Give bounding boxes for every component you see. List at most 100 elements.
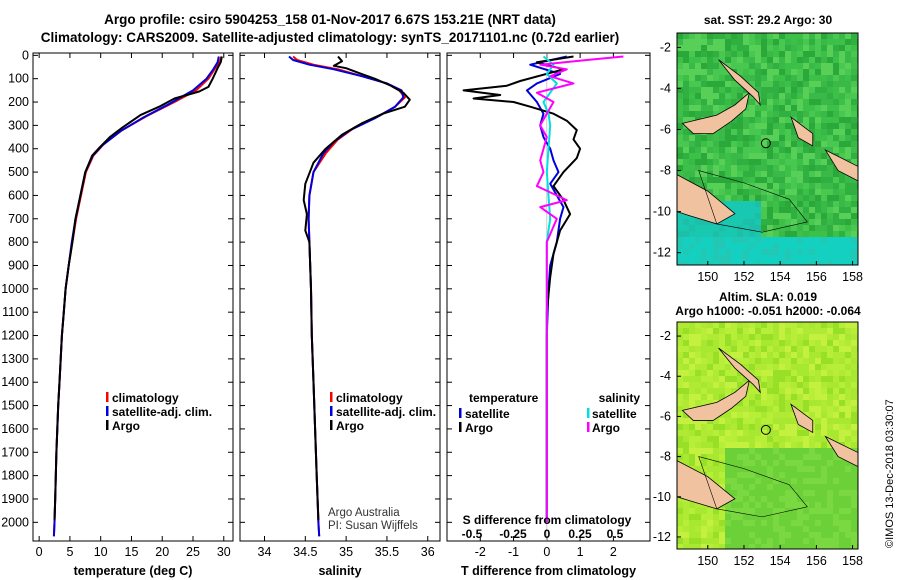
map-cell bbox=[827, 231, 833, 237]
map-cell bbox=[755, 213, 761, 219]
map-cell bbox=[773, 544, 779, 549]
map-cell bbox=[791, 412, 797, 418]
map-cell bbox=[689, 171, 695, 177]
map-cell bbox=[833, 39, 839, 45]
map-cell bbox=[827, 159, 833, 165]
map-cell bbox=[785, 219, 791, 225]
map-cell bbox=[815, 123, 821, 129]
map-cell bbox=[749, 237, 755, 243]
map-cell bbox=[791, 231, 797, 237]
map-cell bbox=[731, 376, 737, 382]
map-cell bbox=[683, 442, 689, 448]
map-cell bbox=[803, 153, 809, 159]
map-cell bbox=[695, 99, 701, 105]
map-cell bbox=[725, 466, 731, 472]
map-cell bbox=[695, 526, 701, 532]
map-cell bbox=[785, 201, 791, 207]
map-cell bbox=[755, 195, 761, 201]
profile-panels: 0 5 10 15 20 25 300100200300400500600700800900… bbox=[1, 48, 651, 578]
map-cell bbox=[809, 129, 815, 135]
map-cell bbox=[815, 189, 821, 195]
map-cell bbox=[713, 370, 719, 376]
map-cell bbox=[725, 454, 731, 460]
map-cell bbox=[827, 207, 833, 213]
map-cell bbox=[839, 207, 845, 213]
map-cell bbox=[797, 358, 803, 364]
map-cell bbox=[731, 129, 737, 135]
map-cell bbox=[821, 526, 827, 532]
map-cell bbox=[689, 370, 695, 376]
map-cell bbox=[785, 63, 791, 69]
map-cell bbox=[839, 147, 845, 153]
map-cell bbox=[791, 532, 797, 538]
map-cell bbox=[707, 472, 713, 478]
y-tick-label: 1700 bbox=[1, 445, 29, 459]
map-cell bbox=[827, 430, 833, 436]
map-cell bbox=[815, 69, 821, 75]
map-cell bbox=[815, 454, 821, 460]
map-cell bbox=[773, 388, 779, 394]
map-cell bbox=[779, 370, 785, 376]
map-cell bbox=[749, 460, 755, 466]
map-cell bbox=[785, 496, 791, 502]
map-cell bbox=[845, 364, 851, 370]
map-cell bbox=[797, 532, 803, 538]
map-cell bbox=[731, 340, 737, 346]
map-cell bbox=[851, 424, 857, 430]
map-cell bbox=[845, 39, 851, 45]
map-cell bbox=[797, 183, 803, 189]
map-cell bbox=[797, 75, 803, 81]
map-cell bbox=[821, 364, 827, 370]
map-cell bbox=[839, 93, 845, 99]
map-cell bbox=[803, 147, 809, 153]
map-cell bbox=[773, 39, 779, 45]
map-cell bbox=[761, 177, 767, 183]
map-cell bbox=[743, 334, 749, 340]
map-cell bbox=[839, 472, 845, 478]
map-cell bbox=[797, 111, 803, 117]
map-cell bbox=[755, 322, 761, 328]
map-cell bbox=[701, 141, 707, 147]
map-cell bbox=[677, 526, 683, 532]
map-cell bbox=[779, 520, 785, 526]
map-y-tick-label: -12 bbox=[653, 530, 671, 544]
map-cell bbox=[809, 63, 815, 69]
map-cell bbox=[731, 520, 737, 526]
map-cell bbox=[809, 436, 815, 442]
map-cell bbox=[713, 183, 719, 189]
map-cell bbox=[743, 135, 749, 141]
map-cell bbox=[737, 33, 743, 39]
map-cell bbox=[827, 105, 833, 111]
map-cell bbox=[809, 201, 815, 207]
map-cell bbox=[851, 532, 857, 538]
map-cell bbox=[821, 418, 827, 424]
map-cell bbox=[839, 352, 845, 358]
map-cell bbox=[737, 430, 743, 436]
map-cell bbox=[839, 33, 845, 39]
map-cell bbox=[785, 39, 791, 45]
map-cell bbox=[707, 147, 713, 153]
map-cell bbox=[713, 448, 719, 454]
map-cell bbox=[773, 496, 779, 502]
map-cell bbox=[809, 189, 815, 195]
map-cell bbox=[725, 412, 731, 418]
map-cell bbox=[797, 484, 803, 490]
map-cell bbox=[791, 225, 797, 231]
map-cell bbox=[833, 352, 839, 358]
y-tick-label: 500 bbox=[8, 165, 29, 179]
map-cell bbox=[851, 225, 857, 231]
map-cell bbox=[785, 430, 791, 436]
map-cell bbox=[815, 255, 821, 261]
map-cell bbox=[677, 255, 683, 261]
map-cell bbox=[701, 460, 707, 466]
map-cell bbox=[827, 490, 833, 496]
map-cell bbox=[761, 219, 767, 225]
map-cell bbox=[767, 358, 773, 364]
map-cell bbox=[827, 376, 833, 382]
map-cell bbox=[695, 57, 701, 63]
map-cell bbox=[827, 538, 833, 544]
map-cell bbox=[827, 87, 833, 93]
map-cell bbox=[725, 135, 731, 141]
map-cell bbox=[743, 183, 749, 189]
map-cell bbox=[713, 442, 719, 448]
